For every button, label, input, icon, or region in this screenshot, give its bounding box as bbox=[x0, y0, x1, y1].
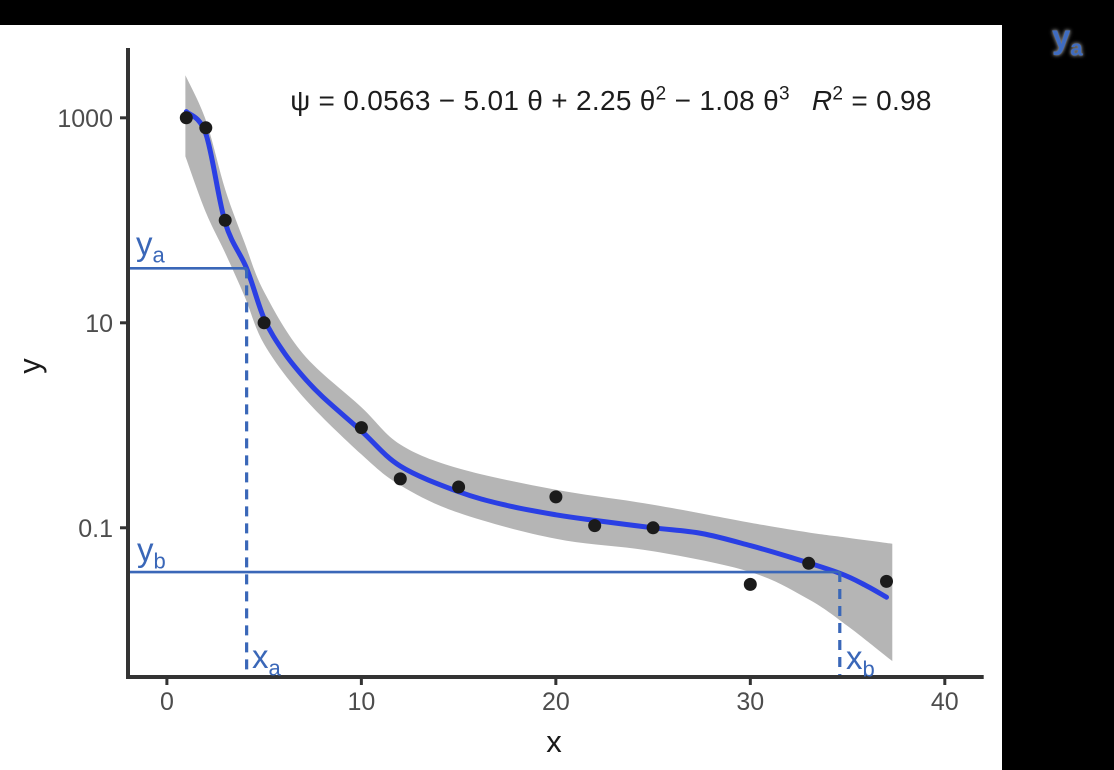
xb-annotation-label: xb bbox=[846, 641, 875, 681]
x-axis-title: x bbox=[546, 724, 562, 759]
data-point bbox=[199, 121, 213, 135]
yb-annotation-label: yb bbox=[137, 533, 166, 573]
xa-label-base: x bbox=[252, 638, 269, 675]
equation-r-squared: R2 = 0.98 bbox=[811, 84, 932, 117]
x-tick-label: 40 bbox=[931, 688, 959, 716]
y-tick-label: 1000 bbox=[57, 105, 113, 133]
xa-label-sub: a bbox=[268, 655, 281, 681]
xb-label-base: x bbox=[846, 639, 863, 676]
data-point bbox=[880, 574, 893, 588]
equation-term: ψ = 0.0563 − 5.01 θ + 2.25 θ bbox=[290, 85, 656, 117]
data-point bbox=[218, 213, 232, 227]
y-axis-title: y bbox=[11, 358, 47, 374]
data-point bbox=[802, 556, 816, 570]
x-tick-label: 30 bbox=[736, 688, 764, 716]
floating-ya-label[interactable]: ya bbox=[1052, 20, 1083, 60]
data-point bbox=[354, 421, 368, 435]
yb-label-sub: b bbox=[153, 548, 166, 574]
x-tick-label: 20 bbox=[542, 688, 570, 716]
data-point bbox=[743, 577, 757, 591]
ya-label-sub: a bbox=[152, 242, 165, 268]
equation-formula: ψ = 0.0563 − 5.01 θ + 2.25 θ2 − 1.08 θ3 bbox=[290, 84, 790, 117]
data-point bbox=[179, 111, 193, 125]
plot-panel bbox=[0, 25, 1002, 770]
y-tick-label: 0.1 bbox=[78, 515, 113, 543]
ya-label-base: y bbox=[136, 225, 153, 262]
yb-label-base: y bbox=[137, 531, 154, 568]
equation-term: − 1.08 θ bbox=[666, 85, 779, 117]
equation-exponent: 3 bbox=[778, 84, 790, 105]
x-tick-label: 10 bbox=[347, 688, 375, 716]
y-tick-label: 10 bbox=[85, 310, 113, 338]
data-point bbox=[452, 480, 466, 494]
data-point bbox=[646, 521, 660, 535]
floating-ya-base: y bbox=[1052, 18, 1071, 55]
floating-ya-sub: a bbox=[1070, 35, 1083, 61]
equation-term: = 0.98 bbox=[843, 85, 932, 117]
x-tick-label: 0 bbox=[160, 688, 174, 716]
xb-label-sub: b bbox=[862, 656, 875, 682]
chart: 0 10 20 30 40 1000 10 0.1 bbox=[57, 48, 984, 716]
data-point bbox=[257, 316, 271, 330]
regression-equation: ψ = 0.0563 − 5.01 θ + 2.25 θ2 − 1.08 θ3 R… bbox=[290, 84, 932, 117]
equation-exponent: 2 bbox=[832, 84, 844, 105]
ya-annotation-label: ya bbox=[136, 227, 165, 267]
data-point bbox=[588, 519, 602, 533]
confidence-band bbox=[185, 75, 893, 662]
data-point bbox=[393, 472, 407, 486]
equation-term: R bbox=[811, 85, 833, 117]
equation-exponent: 2 bbox=[655, 84, 667, 105]
data-point bbox=[549, 490, 563, 504]
xa-annotation-label: xa bbox=[252, 640, 281, 680]
